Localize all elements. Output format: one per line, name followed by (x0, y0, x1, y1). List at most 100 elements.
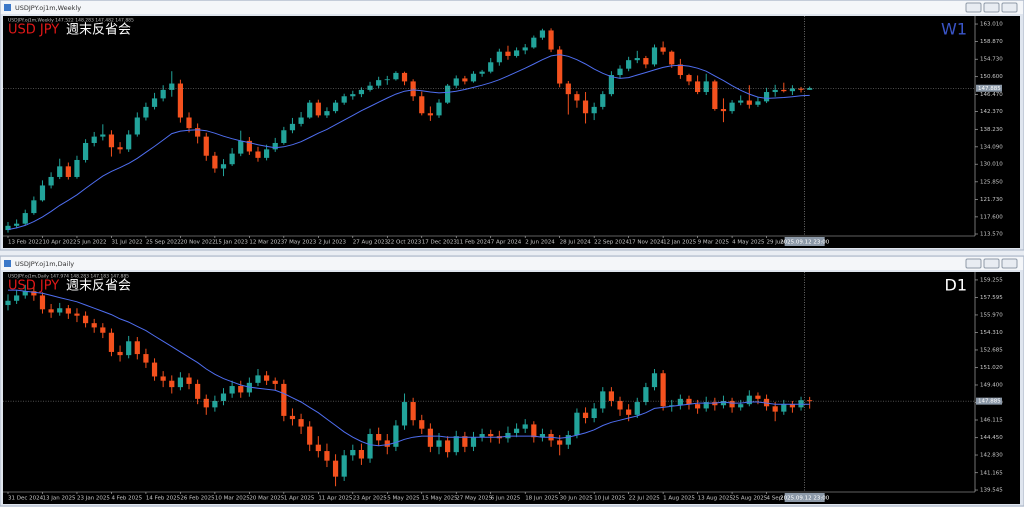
candle-body (255, 375, 261, 383)
window-button[interactable] (983, 258, 1000, 269)
candle-body (151, 98, 158, 107)
candle-body (289, 123, 296, 131)
candle-body (39, 295, 46, 310)
x-tick-label: 7 Apr 2024 (491, 240, 522, 246)
x-tick-label: 17 Dec 2023 (422, 240, 458, 246)
candle-body (660, 373, 666, 407)
y-tick-label: 146.470 (980, 92, 1003, 98)
x-tick-label: 27 Aug 2023 (353, 240, 389, 246)
candle-body (608, 391, 614, 401)
candle-body (298, 117, 304, 124)
candle-body (22, 213, 28, 224)
candle-body (177, 83, 183, 118)
candle-body (453, 436, 459, 453)
x-tick-label: 2 Jul 2023 (318, 240, 346, 246)
x-tick-label: 4 May 2025 (732, 240, 765, 246)
candle-body (358, 450, 365, 459)
candle-body (626, 409, 632, 415)
y-tick-label: 121.730 (980, 197, 1003, 203)
x-tick-label: 12 Mar 2023 (249, 240, 284, 246)
candle-body (703, 81, 709, 93)
y-tick-label: 142.830 (980, 453, 1003, 459)
x-tick-label: 31 Jul 2022 (111, 240, 142, 246)
candle-body (100, 327, 106, 333)
window-button[interactable] (965, 2, 982, 13)
candle-body (39, 185, 46, 201)
x-tick-label: 17 Nov 2024 (629, 240, 665, 246)
x-tick-label: 28 Jul 2024 (560, 240, 592, 246)
candle-body (384, 79, 390, 81)
note-label: 週末反省会 (66, 279, 131, 294)
candle-body (315, 444, 321, 452)
window-icon (4, 4, 11, 11)
candle-body (591, 408, 597, 419)
candle-body (74, 313, 80, 316)
candle-body (255, 151, 261, 158)
candle-body (772, 406, 778, 412)
window-button[interactable] (983, 2, 1000, 13)
candle-body (82, 315, 89, 324)
x-tick-label: 23 Jan 2025 (77, 496, 110, 502)
chart-area (3, 272, 1020, 504)
x-tick-label: 25 Aug 2025 (732, 496, 768, 502)
symbol-label: USD JPY (8, 279, 59, 294)
candle-body (281, 130, 287, 143)
candle-body (600, 94, 606, 107)
candle-body (807, 400, 813, 402)
cursor-time: 2025.09.12 23:00 (780, 496, 830, 502)
window-button[interactable] (1001, 2, 1018, 13)
candle-body (634, 58, 640, 61)
moving-average (7, 54, 810, 231)
candle-body (436, 102, 442, 116)
y-tick-label: 134.090 (980, 144, 1003, 150)
candle-body (57, 166, 63, 177)
candle-body (229, 153, 235, 165)
candle-body (401, 402, 408, 426)
title-bar (1, 257, 1023, 270)
x-tick-label: 4 Sep 2025 (767, 496, 799, 502)
candle-body (212, 400, 218, 408)
candle-body (445, 440, 451, 453)
candle-body (65, 166, 71, 177)
x-tick-label: 26 Feb 2025 (180, 496, 215, 502)
candle-body (798, 88, 804, 90)
candle-body (755, 395, 761, 399)
x-tick-label: 14 Feb 2025 (146, 496, 181, 502)
candle-body (367, 85, 373, 90)
candle-body (358, 89, 365, 95)
candle-body (220, 393, 227, 401)
candle-body (410, 81, 416, 97)
x-tick-label: 18 Jun 2025 (525, 496, 559, 502)
candle-body (608, 75, 614, 95)
candle-body (669, 405, 675, 407)
x-tick-label: 15 May 2025 (422, 496, 458, 502)
candle-body (789, 404, 796, 408)
candle-body (220, 164, 227, 169)
candle-body (264, 375, 270, 381)
y-tick-label: 142.370 (980, 109, 1003, 115)
candle-body (91, 136, 97, 143)
window-button[interactable] (965, 258, 982, 269)
candle-body (677, 64, 683, 76)
candle-body (772, 89, 778, 93)
x-tick-label: 15 Jan 2023 (215, 240, 248, 246)
candle-body (746, 395, 752, 405)
x-tick-label: 13 Jan 2025 (42, 496, 75, 502)
x-tick-label: 20 Mar 2025 (249, 496, 284, 502)
cursor-time: 2025.09.12 23:00 (780, 240, 830, 246)
window-button[interactable] (1001, 258, 1018, 269)
candle-body (246, 382, 252, 393)
x-tick-label: 20 Nov 2022 (180, 240, 215, 246)
candle-body (703, 402, 709, 409)
y-tick-label: 151.020 (980, 365, 1003, 371)
candle-body (677, 398, 683, 406)
candle-body (669, 51, 675, 65)
candle-body (686, 75, 692, 82)
candle-body (531, 424, 537, 438)
candle-body (367, 434, 373, 459)
cursor-time-box (784, 237, 825, 246)
candle-body (160, 89, 166, 99)
candle-body (634, 402, 640, 415)
price-box (976, 397, 1002, 405)
